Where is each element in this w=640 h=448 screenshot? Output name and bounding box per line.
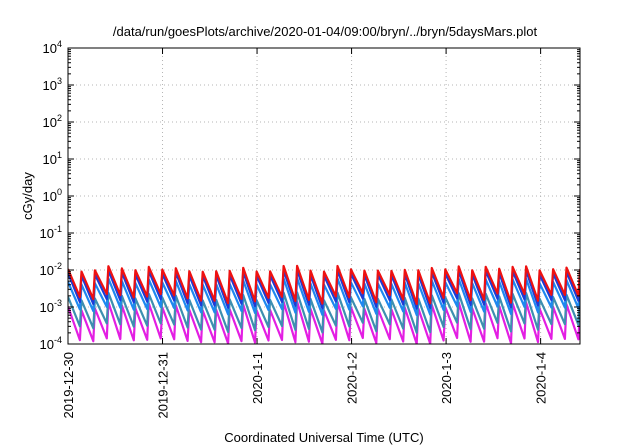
- y-tick-label: 10-1: [40, 224, 62, 241]
- y-tick-label: 101: [43, 150, 62, 167]
- x-tick-label: 2020-1-3: [439, 352, 454, 404]
- x-tick-label: 2019-12-30: [61, 352, 76, 419]
- y-tick-label: 10-4: [40, 335, 62, 352]
- x-axis: 2019-12-30 2019-12-31 2020-1-1 2020-1-2 2020…: [61, 48, 549, 419]
- y-tick-label: 100: [43, 187, 62, 204]
- x-tick-label: 2020-1-1: [250, 352, 265, 404]
- data-series: [68, 264, 580, 344]
- y-tick-label: 102: [43, 113, 62, 130]
- series-line: [68, 277, 580, 317]
- y-tick-label: 10-2: [40, 261, 62, 278]
- series-line: [68, 291, 580, 334]
- x-tick-label: 2020-1-2: [345, 352, 360, 404]
- x-tick-label: 2020-1-4: [534, 352, 549, 404]
- y-tick-label: 10-3: [40, 298, 62, 315]
- y-axis: 10-4 10-3 10-2 10-1 100 101 102 103 104: [40, 39, 580, 352]
- y-tick-label: 103: [43, 76, 62, 93]
- y-axis-label: cGy/day: [20, 172, 35, 220]
- x-axis-label: Coordinated Universal Time (UTC): [224, 430, 423, 445]
- chart-title: /data/run/goesPlots/archive/2020-01-04/0…: [113, 24, 538, 39]
- x-tick-label: 2019-12-31: [156, 352, 171, 419]
- series-line: [68, 300, 580, 344]
- y-tick-label: 104: [43, 39, 62, 56]
- series-line: [68, 268, 580, 310]
- series-line: [68, 264, 580, 305]
